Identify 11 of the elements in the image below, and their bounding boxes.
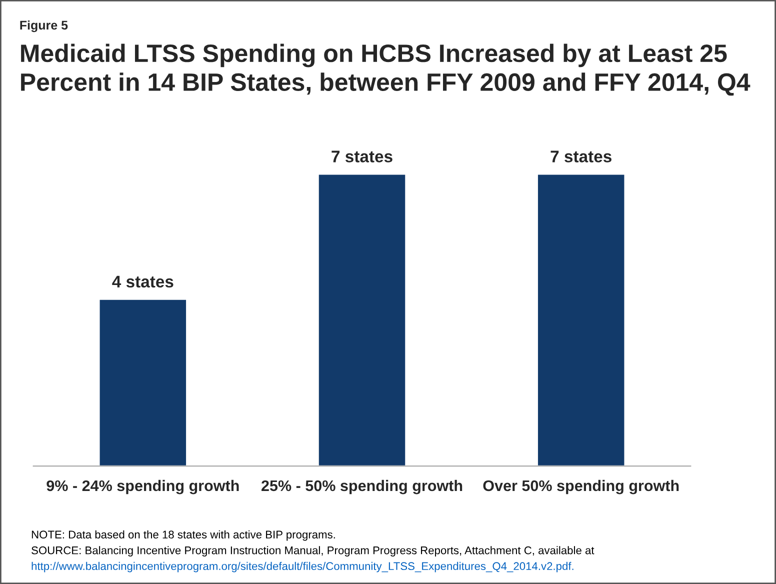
source-note: SOURCE: Balancing Incentive Program Instruction Manual, Program Progress Reports, Attachment C, available at	[32, 546, 594, 556]
chart-title: Medicaid LTSS Spending on HCBS Increased by at Least 25 Percent in 14 BIP States, between FFY 2009 and FFY 2014, Q4	[21, 44, 750, 96]
x-tick-label: 9% - 24% spending growth	[46, 480, 239, 494]
data-label: 7 states	[550, 150, 612, 162]
x-tick-label: 25% - 50% spending growth	[262, 480, 462, 494]
data-label: 7 states	[332, 150, 392, 162]
data-label: 4 states	[112, 276, 174, 288]
caption: Figure 5	[20, 20, 68, 32]
text: NOTE: Data based on the 18 states with active BIP programs.	[32, 530, 335, 541]
text: http://www.balancingincentiveprogram.org/sites/default/files/Community_LTSS_Expenditures_Q4_2014.v2.pdf.	[32, 562, 574, 572]
x-tick-label: Over 50% spending growth	[483, 480, 679, 494]
